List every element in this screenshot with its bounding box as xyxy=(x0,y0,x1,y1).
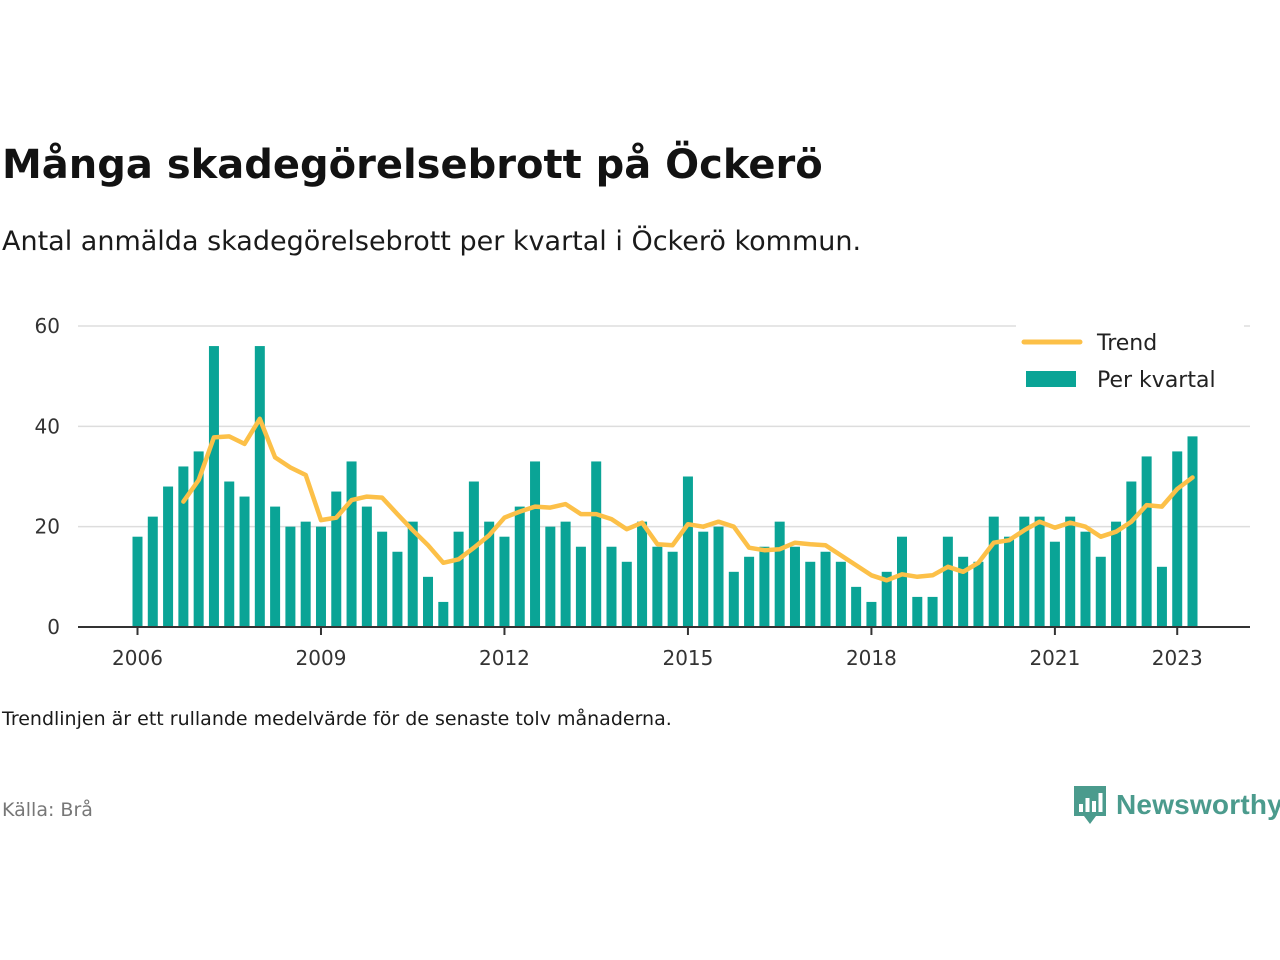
bar xyxy=(973,561,984,627)
bar xyxy=(1095,556,1106,627)
bar xyxy=(560,521,571,627)
bar xyxy=(881,571,892,627)
bar xyxy=(958,556,969,627)
trend-line xyxy=(181,416,1195,583)
bar xyxy=(1172,451,1183,627)
bar xyxy=(239,496,250,627)
bar xyxy=(774,521,785,627)
x-tick-label: 2009 xyxy=(296,646,347,670)
bar xyxy=(163,486,174,627)
bar xyxy=(744,556,755,627)
x-tick-label: 2015 xyxy=(662,646,713,670)
bar xyxy=(591,461,602,627)
bar xyxy=(300,521,311,627)
trend-layer xyxy=(181,416,1195,583)
chart-title: Många skadegörelsebrott på Öckerö xyxy=(2,142,823,188)
bar xyxy=(361,506,372,627)
bar xyxy=(484,521,495,627)
brand-name: Newsworthy xyxy=(1116,789,1280,820)
legend-bar-swatch xyxy=(1026,371,1076,387)
bar xyxy=(1111,521,1122,627)
bar xyxy=(1065,516,1076,627)
bar xyxy=(1141,456,1152,627)
bar xyxy=(988,516,999,627)
x-tick-label: 2023 xyxy=(1152,646,1203,670)
bar xyxy=(438,601,449,627)
bar xyxy=(667,551,678,627)
bar xyxy=(759,546,770,627)
bar xyxy=(728,571,739,627)
bar xyxy=(652,546,663,627)
legend-background xyxy=(1016,322,1244,402)
bar xyxy=(254,346,265,627)
bar xyxy=(193,451,204,627)
x-tick-label: 2018 xyxy=(846,646,897,670)
bar xyxy=(1126,481,1137,627)
bar xyxy=(912,596,923,627)
x-tick-label: 2021 xyxy=(1029,646,1080,670)
bar xyxy=(224,481,235,627)
bar xyxy=(1004,536,1015,627)
y-tick-label: 0 xyxy=(47,615,60,639)
x-tick-label: 2006 xyxy=(112,646,163,670)
bar xyxy=(499,536,510,627)
legend: Trend Per kvartal xyxy=(1016,322,1244,402)
bar xyxy=(1080,531,1091,627)
bar xyxy=(132,536,143,627)
y-tick-label: 20 xyxy=(35,515,60,539)
bar xyxy=(545,526,556,627)
bar xyxy=(851,586,862,627)
bar xyxy=(835,561,846,627)
bar xyxy=(407,521,418,627)
y-tick-label: 60 xyxy=(35,314,60,338)
bar xyxy=(698,531,709,627)
bar xyxy=(897,536,907,627)
bar xyxy=(789,546,800,627)
bar xyxy=(637,521,648,627)
bar xyxy=(1049,541,1060,627)
bar xyxy=(866,601,877,627)
bar xyxy=(346,461,357,627)
bar xyxy=(270,506,281,627)
bar xyxy=(514,506,525,627)
bar xyxy=(1019,516,1030,627)
bar xyxy=(331,491,342,627)
bar xyxy=(927,596,938,627)
bar xyxy=(208,346,219,627)
bar xyxy=(453,531,464,627)
bar xyxy=(530,461,541,627)
bar xyxy=(1156,566,1167,627)
bar xyxy=(621,561,632,627)
bar xyxy=(147,516,158,627)
bar xyxy=(377,531,388,627)
bar xyxy=(713,526,724,627)
brand-logo: Newsworthy xyxy=(1072,784,1280,826)
bar xyxy=(606,546,617,627)
bar xyxy=(942,536,953,627)
bars-layer xyxy=(132,346,1198,627)
y-tick-label: 40 xyxy=(35,414,60,438)
bar xyxy=(820,551,831,627)
bar xyxy=(285,526,296,627)
axis-layer: 0 20 40 60 2006 2009 2012 2015 2018 2021 2023 xyxy=(35,314,1250,670)
legend-bar-label: Per kvartal xyxy=(1097,368,1216,393)
bar xyxy=(423,576,434,627)
bar xyxy=(1034,516,1045,627)
bar xyxy=(575,546,586,627)
bar xyxy=(178,466,189,627)
x-tick-label: 2012 xyxy=(479,646,530,670)
source-note: Källa: Brå xyxy=(2,799,93,821)
chart-subtitle: Antal anmälda skadegörelsebrott per kvar… xyxy=(2,226,862,257)
bar xyxy=(1187,436,1198,627)
newsworthy-logo-icon xyxy=(1074,786,1106,824)
footnote: Trendlinjen är ett rullande medelvärde f… xyxy=(2,708,672,730)
legend-trend-label: Trend xyxy=(1096,331,1157,356)
chart: 0 20 40 60 2006 2009 2012 2015 2018 2021 2023 Tren… xyxy=(35,314,1250,670)
bar xyxy=(315,526,326,627)
bar xyxy=(805,561,816,627)
bar xyxy=(682,476,693,627)
bar xyxy=(392,551,403,627)
bar xyxy=(468,481,479,627)
